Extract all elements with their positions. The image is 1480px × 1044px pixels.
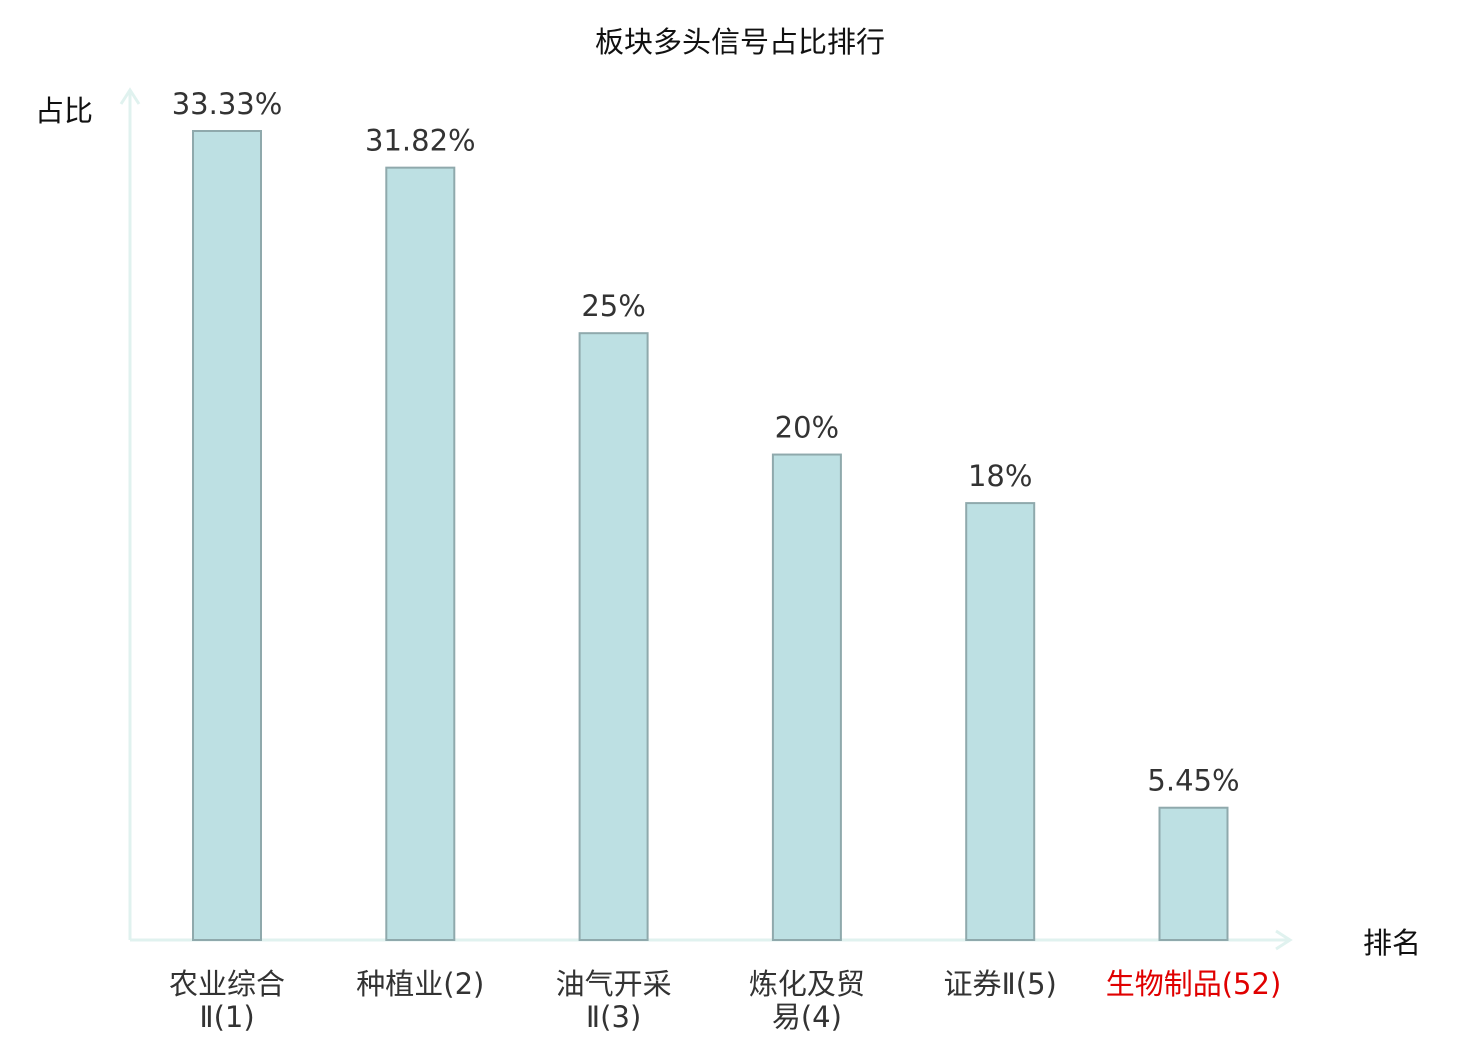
category-label: 油气开采: [556, 967, 672, 1001]
bar: [578, 332, 649, 941]
bar: [192, 130, 262, 941]
y-axis-arrow: [119, 87, 141, 105]
category-label: Ⅱ(1): [199, 1000, 254, 1034]
category-label: 证券Ⅱ(5): [944, 967, 1057, 1001]
chart-title: 板块多头信号占比排行: [595, 25, 885, 59]
bar-value-label: 5.45%: [1147, 764, 1239, 798]
bar-value-label: 33.33%: [172, 87, 283, 121]
y-axis-label: 占比: [35, 94, 93, 128]
value-labels-group: 33.33% 31.82% 25% 20% 18% 5.45%: [172, 87, 1240, 798]
bar-value-label: 25%: [581, 289, 645, 323]
axes: [119, 87, 1293, 951]
x-axis-arrow: [1275, 929, 1293, 951]
bar-value-label: 31.82%: [365, 124, 476, 158]
category-label: 种植业(2): [356, 967, 484, 1001]
bar: [1158, 806, 1229, 941]
category-label: Ⅱ(3): [586, 1000, 641, 1034]
category-label: 农业综合: [169, 967, 285, 1001]
category-label: 炼化及贸: [749, 967, 865, 1001]
bar: [965, 502, 1036, 941]
category-label-highlighted: 生物制品(52): [1106, 967, 1282, 1001]
x-axis-label: 排名: [1363, 926, 1421, 960]
bar: [385, 166, 456, 941]
bar-value-label: 18%: [968, 459, 1032, 493]
category-label: 易(4): [772, 1000, 842, 1034]
bars-group: [192, 130, 1229, 941]
bar-value-label: 20%: [775, 411, 839, 445]
bar: [771, 453, 842, 941]
